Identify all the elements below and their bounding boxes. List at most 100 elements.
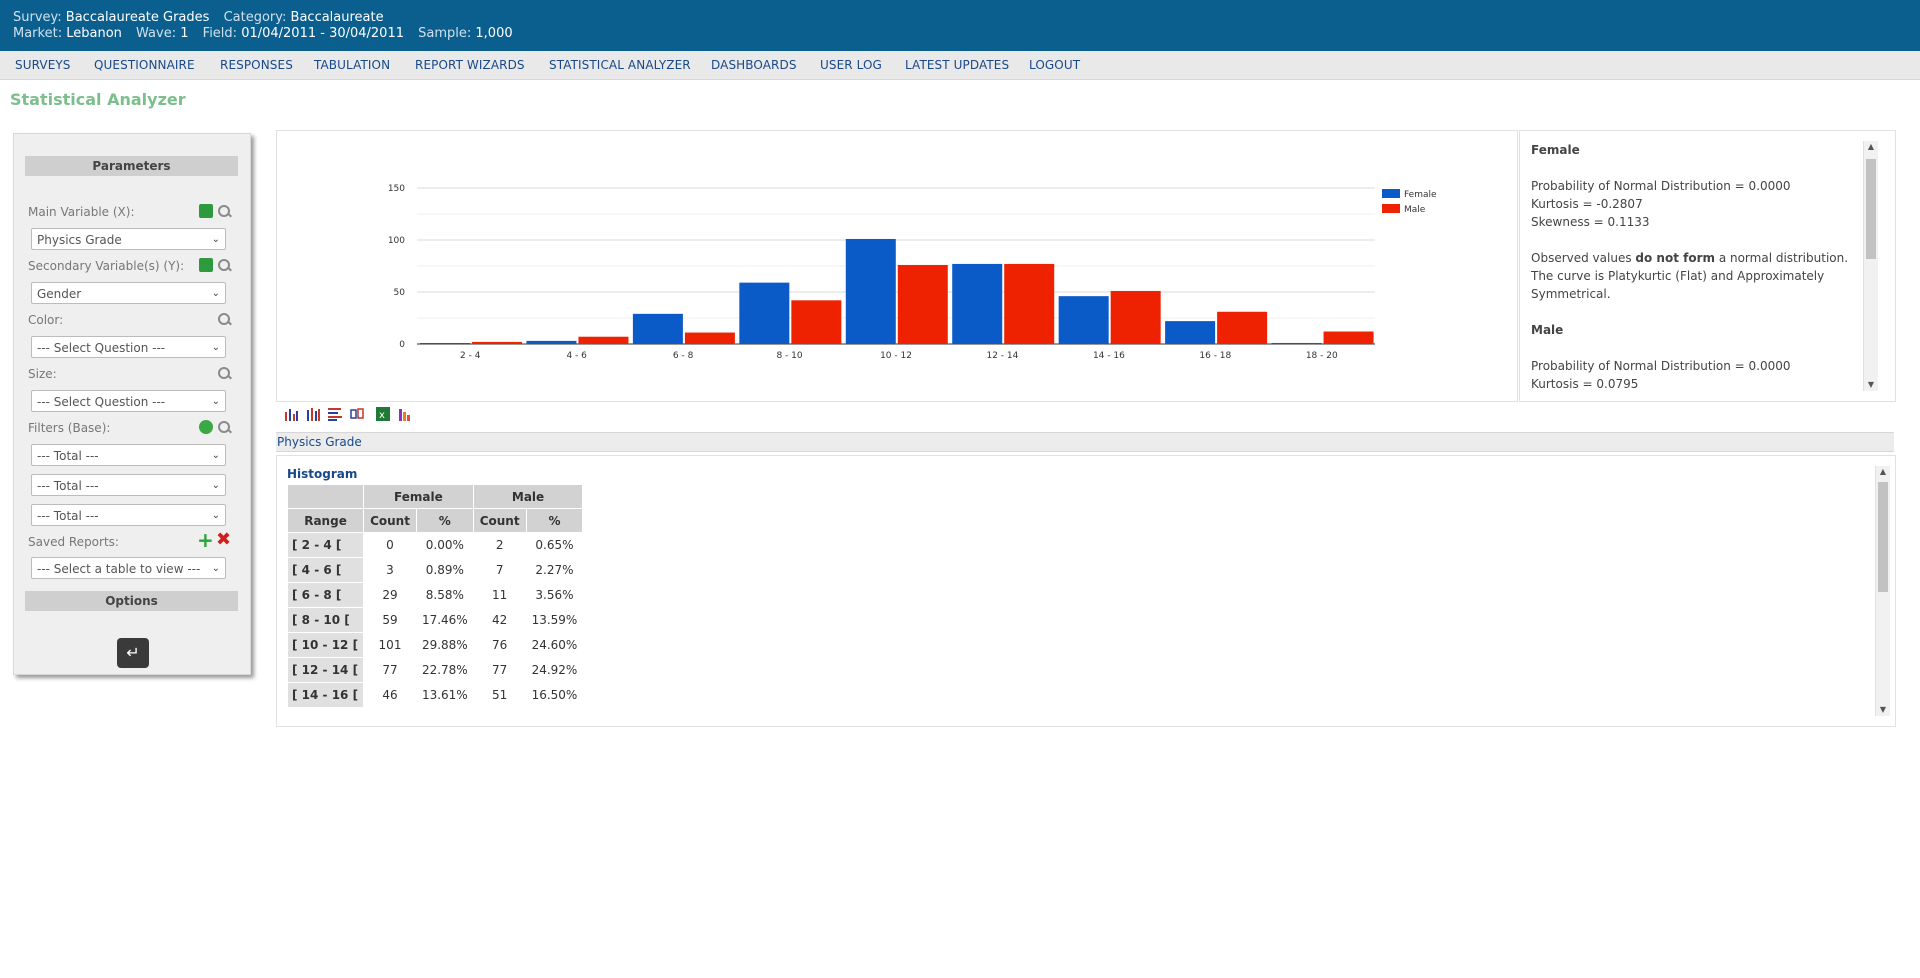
parameters-header: Parameters (25, 156, 238, 176)
x-tick-label: 12 - 14 (987, 351, 1019, 361)
value-cell: 0 (364, 533, 416, 557)
table-scrollbar-thumb[interactable] (1878, 482, 1888, 592)
range-cell: [ 4 - 6 [ (288, 558, 364, 582)
value-cell: 0.65% (526, 533, 583, 557)
bar-male (1217, 311, 1268, 344)
curve-note: The curve is Platykurtic (Flat) and Appr… (1531, 269, 1825, 301)
menu-dashboards[interactable]: DASHBOARDS (711, 58, 797, 72)
menu-logout[interactable]: LOGOUT (1029, 58, 1081, 72)
value-cell: 77 (364, 658, 416, 682)
excel-export-icon[interactable]: x (375, 406, 391, 422)
scroll-up-icon[interactable]: ▲ (1867, 142, 1875, 151)
main-menu: SURVEYS QUESTIONNAIRE RESPONSES TABULATI… (0, 51, 1920, 80)
box-plot-icon[interactable] (349, 406, 365, 422)
secondary-variable-value: Gender (37, 287, 82, 301)
bar-female (952, 263, 1003, 344)
value-cell: 2.27% (526, 558, 583, 582)
menu-tabulation[interactable]: TABULATION (314, 58, 391, 72)
bar-chart-icon[interactable] (283, 406, 299, 422)
range-cell: [ 14 - 16 [ (288, 683, 364, 707)
female-skewness: Skewness = 0.1133 (1531, 215, 1650, 229)
search-icon[interactable] (217, 312, 231, 326)
bar-female (1271, 342, 1322, 344)
value-cell: 24.92% (526, 658, 583, 682)
menu-surveys[interactable]: SURVEYS (15, 58, 71, 72)
range-header: Range (288, 509, 364, 532)
secondary-variable-select[interactable]: Gender ⌄ (31, 282, 226, 304)
options-header[interactable]: Options (25, 591, 238, 611)
bar-female (526, 340, 577, 344)
main-variable-select[interactable]: Physics Grade ⌄ (31, 228, 226, 250)
value-cell: 46 (364, 683, 416, 707)
category-label: Category: (223, 10, 287, 25)
menu-questionnaire[interactable]: QUESTIONNAIRE (94, 58, 195, 72)
market-label: Market: (13, 26, 63, 41)
run-button[interactable]: ↵ (117, 638, 149, 668)
recycle-icon[interactable] (199, 420, 213, 434)
color-chart-icon[interactable] (397, 406, 413, 422)
table-sub-header-row: Range Count % Count % (288, 509, 583, 532)
chevron-down-icon: ⌄ (211, 450, 220, 461)
bar-male (1110, 290, 1161, 344)
bar-male (684, 332, 735, 344)
parameters-panel: Parameters Main Variable (X): Physics Gr… (13, 133, 251, 675)
bar-female (632, 313, 683, 344)
stats-scrollbar-thumb[interactable] (1866, 159, 1876, 259)
x-tick-label: 14 - 16 (1093, 351, 1125, 361)
value-cell: 3 (364, 558, 416, 582)
saved-reports-select[interactable]: --- Select a table to view --- ⌄ (31, 557, 226, 579)
scroll-up-icon[interactable]: ▲ (1879, 467, 1887, 476)
x-tick-label: 18 - 20 (1306, 351, 1338, 361)
horizontal-bar-icon[interactable] (327, 406, 343, 422)
table-scrollbar[interactable]: ▲ ▼ (1875, 466, 1890, 716)
saved-reports-label: Saved Reports: (28, 535, 119, 549)
filter-select-1[interactable]: --- Total --- ⌄ (31, 444, 226, 466)
stats-scrollbar[interactable]: ▲ ▼ (1863, 141, 1878, 391)
saved-reports-value: --- Select a table to view --- (37, 562, 201, 576)
delete-icon[interactable]: ✖ (216, 529, 232, 550)
swap-icon[interactable] (199, 258, 213, 272)
field-value: 01/04/2011 - 30/04/2011 (241, 26, 404, 41)
scroll-down-icon[interactable]: ▼ (1867, 380, 1875, 389)
female-group-header: Female (364, 485, 473, 508)
swap-icon[interactable] (199, 204, 213, 218)
male-percent-header: % (526, 509, 583, 532)
histogram-table: Female Male Range Count % Count % [ 2 - … (287, 484, 583, 708)
table-body: [ 2 - 4 [0 0.00% 2 0.65%[ 4 - 6 [3 0.89% 7 2.2… (288, 533, 583, 707)
main-variable-label: Main Variable (X): (28, 205, 135, 219)
size-value: --- Select Question --- (37, 395, 166, 409)
section-title: Physics Grade (277, 435, 362, 449)
value-cell: 8.58% (416, 583, 473, 607)
range-cell: [ 2 - 4 [ (288, 533, 364, 557)
menu-user-log[interactable]: USER LOG (820, 58, 882, 72)
statistics-panel: Female Probability of Normal Distributio… (1519, 130, 1896, 402)
search-icon[interactable] (217, 204, 231, 218)
menu-responses[interactable]: RESPONSES (220, 58, 293, 72)
bar-female (739, 282, 790, 344)
value-cell: 29.88% (416, 633, 473, 657)
value-cell: 3.56% (526, 583, 583, 607)
bar-male (1004, 263, 1055, 344)
y-tick-label: 0 (399, 340, 405, 350)
search-icon[interactable] (217, 420, 231, 434)
table-row: [ 8 - 10 [59 17.46% 42 13.59% (288, 608, 583, 632)
value-cell: 51 (473, 683, 526, 707)
histogram-chart: 0 50 100 150 2 - 4 4 - 6 6 - 8 8 - 10 10 - 12 12 … (388, 184, 1437, 361)
stacked-bar-icon[interactable] (305, 406, 321, 422)
scroll-down-icon[interactable]: ▼ (1879, 705, 1887, 714)
menu-latest-updates[interactable]: LATEST UPDATES (905, 58, 1010, 72)
size-select[interactable]: --- Select Question --- ⌄ (31, 390, 226, 412)
main-variable-value: Physics Grade (37, 233, 122, 247)
x-tick-label: 16 - 18 (1199, 351, 1231, 361)
menu-report-wizards[interactable]: REPORT WIZARDS (415, 58, 525, 72)
female-kurtosis: Kurtosis = -0.2807 (1531, 197, 1643, 211)
menu-statistical-analyzer[interactable]: STATISTICAL ANALYZER (549, 58, 691, 72)
filter-select-2[interactable]: --- Total --- ⌄ (31, 474, 226, 496)
color-select[interactable]: --- Select Question --- ⌄ (31, 336, 226, 358)
add-icon[interactable]: + (197, 528, 214, 552)
search-icon[interactable] (217, 366, 231, 380)
y-tick-label: 150 (388, 184, 405, 194)
search-icon[interactable] (217, 258, 231, 272)
filter-select-3[interactable]: --- Total --- ⌄ (31, 504, 226, 526)
value-cell: 13.59% (526, 608, 583, 632)
